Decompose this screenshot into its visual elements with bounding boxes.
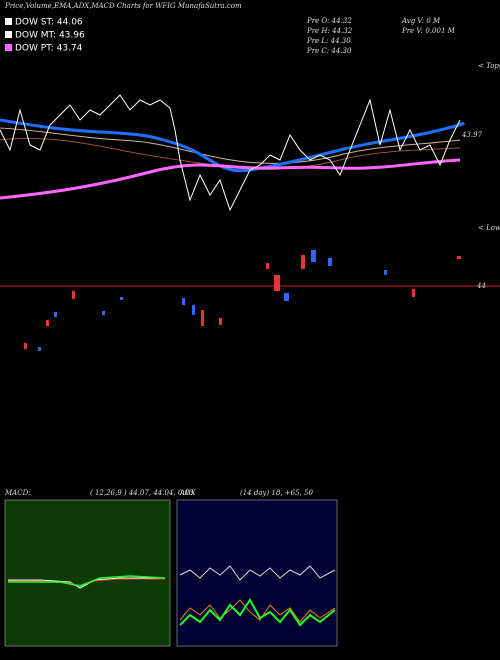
info-text: Pre L: 44.30 <box>306 37 351 45</box>
candle <box>274 275 280 291</box>
macd-line <box>8 577 165 589</box>
candle <box>182 298 185 305</box>
info-text: Pre H: 44.32 <box>306 27 353 35</box>
info-text: Avg V: 0 M <box>401 17 441 25</box>
last-price: 43.97 <box>461 131 483 139</box>
candle <box>24 343 27 349</box>
macd-params: ( 12,26,9 ) 44.07, 44.04, 0.03 <box>90 489 194 497</box>
candle <box>457 256 461 259</box>
candle <box>54 312 57 317</box>
minus-di-line <box>179 599 336 623</box>
candle <box>46 320 49 326</box>
legend-swatch <box>5 31 12 38</box>
candle <box>201 310 204 326</box>
candle <box>219 318 222 325</box>
info-text: Pre V: 0.001 M <box>401 27 456 35</box>
candle <box>384 270 387 275</box>
candle <box>412 289 415 297</box>
legend-swatch <box>5 18 12 25</box>
macd-name: MACD: <box>4 489 31 497</box>
candle <box>120 297 123 300</box>
plus-di-line <box>179 598 336 627</box>
info-text: Pre C: 44.30 <box>306 47 352 55</box>
candle-chart: < Lows 44 <box>0 224 500 351</box>
legend-swatch <box>5 44 12 51</box>
tops-label: < Tops <box>478 62 500 70</box>
macd-background <box>4 499 171 647</box>
candle <box>192 305 195 315</box>
adx-name: ADX <box>179 489 197 497</box>
adx-params: (14 day) 18, +65, 50 <box>240 489 313 497</box>
adx-background <box>176 499 338 647</box>
legend-label: DOW PT: 43.74 <box>15 44 83 54</box>
legend-label: DOW MT: 43.96 <box>15 31 85 41</box>
price-line <box>0 94 461 212</box>
ema-line <box>0 127 461 164</box>
price-chart: < Tops 43.97 <box>0 62 500 212</box>
level-label: 44 <box>476 282 486 290</box>
info: Pre O: 44.32 Pre H: 44.32 Pre L: 44.30 P… <box>306 17 456 55</box>
histogram-line <box>8 575 166 587</box>
candle <box>301 255 305 269</box>
candle <box>102 311 105 315</box>
title: Price,Volume,EMA,ADX,MACD Charts for WFI… <box>4 2 242 10</box>
adx-line <box>179 565 336 581</box>
legend-label: DOW ST: 44.06 <box>15 18 83 28</box>
lows-label: < Lows <box>478 224 500 232</box>
candle <box>328 258 332 266</box>
legend: DOW ST: 44.06 DOW MT: 43.96 DOW PT: 43.7… <box>5 18 85 54</box>
candle <box>311 250 316 262</box>
candle <box>38 347 41 351</box>
candle <box>72 291 75 299</box>
adx-panel: ADX (14 day) 18, +65, 50 <box>176 489 338 647</box>
macd-panel: MACD: ( 12,26,9 ) 44.07, 44.04, 0.03 <box>4 489 194 647</box>
info-text: Pre O: 44.32 <box>306 17 352 25</box>
candle <box>284 293 289 301</box>
candle <box>266 263 269 269</box>
